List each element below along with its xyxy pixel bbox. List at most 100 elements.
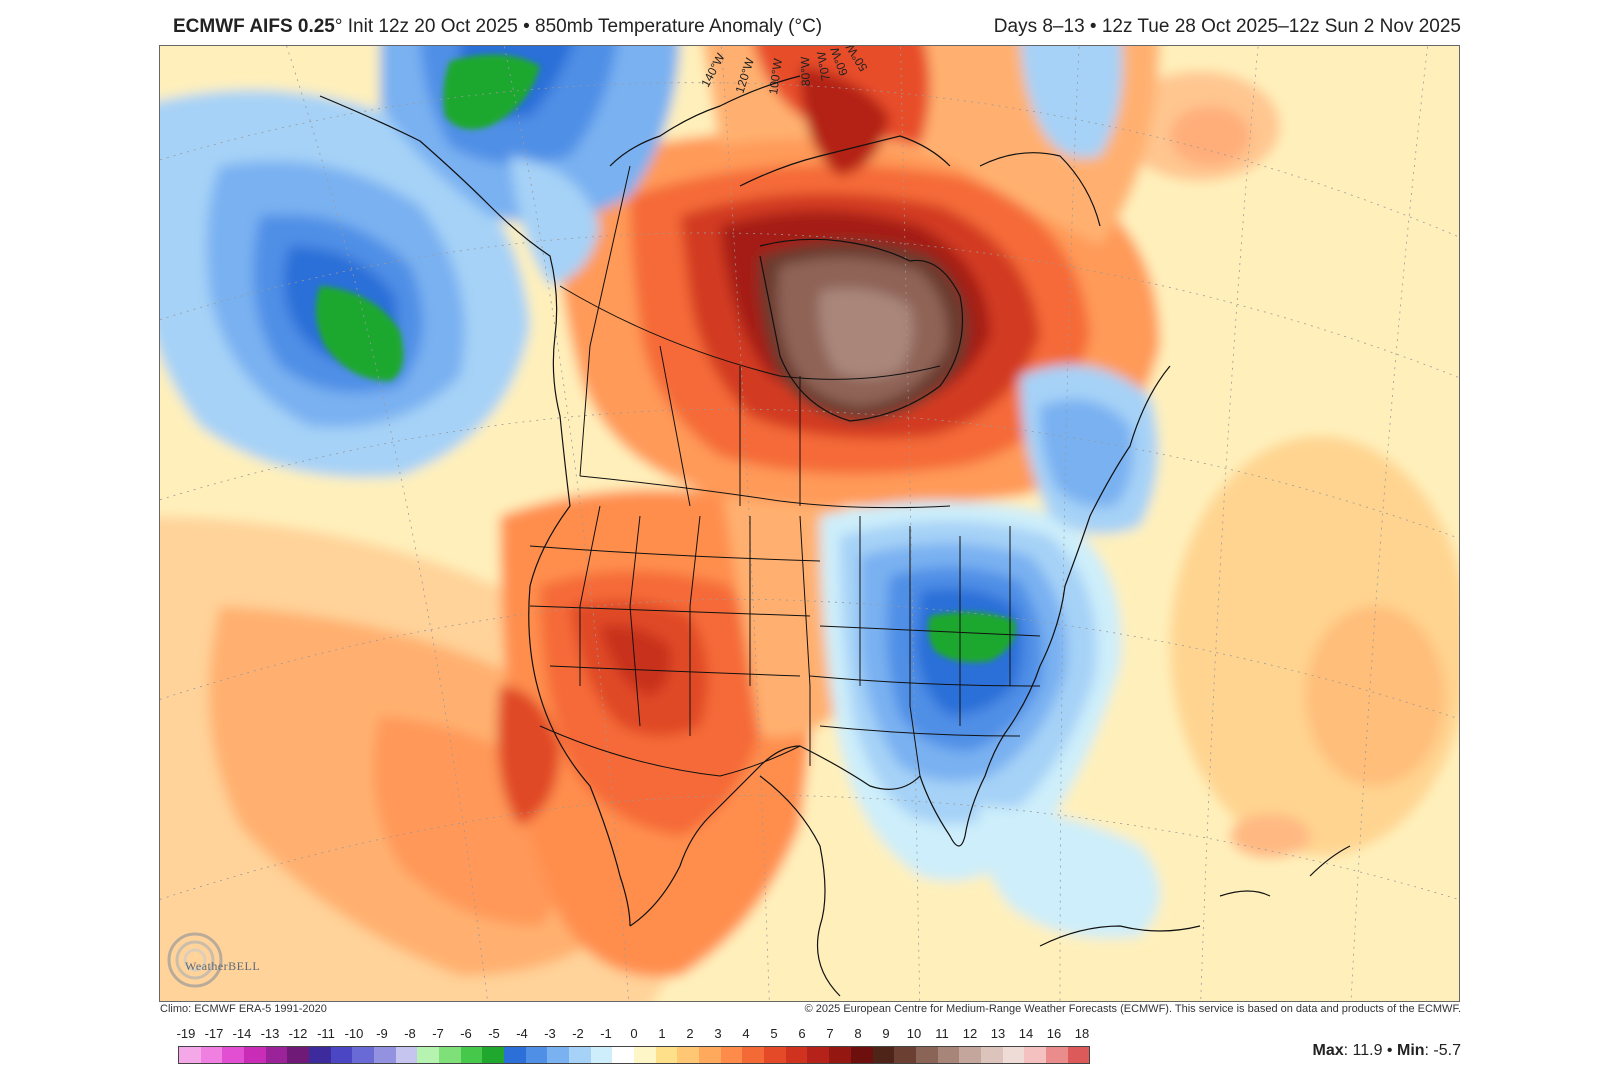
colorbar-tick-label: -6 xyxy=(460,1026,472,1041)
colorbar-swatch xyxy=(590,1047,613,1063)
colorbar-tick-label: -11 xyxy=(317,1026,335,1041)
colorbar-swatch xyxy=(395,1047,418,1063)
colorbar-tick-label: 3 xyxy=(714,1026,722,1041)
min-label: Min xyxy=(1396,1042,1425,1059)
degree-mark: ° xyxy=(334,16,343,37)
colorbar-tick-label: 1 xyxy=(658,1026,666,1041)
colorbar-tick-label: 0 xyxy=(630,1026,638,1041)
colorbar-tick-label: -2 xyxy=(572,1026,584,1041)
colorbar-tick-label: 4 xyxy=(742,1026,750,1041)
colorbar-swatch xyxy=(287,1047,310,1063)
colorbar-labels: -19 -17 -14 -13 -12 -11 -10 -9 -8 -7 -6 -5 -4 -3 -2 -1 0… xyxy=(176,1026,1090,1044)
colorbar-tick-label: 16 xyxy=(1046,1026,1062,1041)
colorbar-swatch xyxy=(980,1047,1003,1063)
lon-label-70w: 70°W xyxy=(814,50,833,82)
colorbar-tick-label: 10 xyxy=(906,1026,922,1041)
colorbar-tick-label: -1 xyxy=(600,1026,612,1041)
colorbar-tick-label: 8 xyxy=(854,1026,862,1041)
colorbar-tick-label: 7 xyxy=(826,1026,834,1041)
lon-label-100w: 100°W xyxy=(766,57,785,95)
colorbar-swatch xyxy=(352,1047,375,1063)
colorbar-tick-label: -7 xyxy=(432,1026,444,1041)
watermark: WeatherBELL xyxy=(185,959,261,973)
colorbar-tick-label: 13 xyxy=(990,1026,1006,1041)
colorbar-tick-label: 5 xyxy=(770,1026,778,1041)
colorbar-tick-label: 9 xyxy=(882,1026,890,1041)
colorbar-tick-label: -5 xyxy=(488,1026,500,1041)
copyright-note: © 2025 European Centre for Medium-Range … xyxy=(804,1003,1461,1015)
climo-note: Climo: ECMWF ERA-5 1991-2020 xyxy=(160,1003,327,1015)
weatherbell-logo xyxy=(167,932,223,988)
colorbar-swatch xyxy=(764,1047,786,1063)
colorbar-tick-label: -12 xyxy=(288,1026,308,1041)
colorbar xyxy=(178,1046,1090,1064)
anomaly-field xyxy=(160,46,1459,1001)
colorbar-swatch xyxy=(807,1047,830,1063)
colorbar-tick-label: -9 xyxy=(376,1026,388,1041)
colorbar-swatch xyxy=(1067,1047,1090,1063)
colorbar-tick-label: 11 xyxy=(935,1026,949,1041)
chart-title: ECMWF AIFS 0.25° Init 12z 20 Oct 2025 • … xyxy=(173,16,822,38)
colorbar-swatch xyxy=(482,1047,505,1063)
colorbar-tick-label: -8 xyxy=(404,1026,416,1041)
colorbar-swatch xyxy=(612,1047,635,1063)
valid-range: Days 8–13 • 12z Tue 28 Oct 2025–12z Sun … xyxy=(993,16,1461,37)
colorbar-swatch xyxy=(937,1047,960,1063)
colorbar-swatch xyxy=(742,1047,765,1063)
colorbar-swatch xyxy=(1024,1047,1046,1063)
colorbar-tick-label: -13 xyxy=(260,1026,280,1041)
colorbar-swatch xyxy=(439,1047,461,1063)
colorbar-swatch xyxy=(850,1047,873,1063)
colorbar-swatch xyxy=(460,1047,483,1063)
colorbar-tick-label: -10 xyxy=(344,1026,364,1041)
colorbar-swatch xyxy=(525,1047,548,1063)
colorbar-swatch xyxy=(330,1047,353,1063)
colorbar-swatch xyxy=(1045,1047,1068,1063)
colorbar-tick-label: -17 xyxy=(204,1026,224,1041)
colorbar-swatch xyxy=(894,1047,916,1063)
max-label: Max xyxy=(1312,1042,1344,1059)
colorbar-swatch xyxy=(244,1047,266,1063)
colorbar-tick-label: 6 xyxy=(798,1026,806,1041)
colorbar-swatch xyxy=(374,1047,396,1063)
colorbar-swatch xyxy=(1002,1047,1025,1063)
colorbar-swatch xyxy=(720,1047,743,1063)
title-details: Init 12z 20 Oct 2025 • 850mb Temperature… xyxy=(342,16,823,37)
colorbar-tick-label: -4 xyxy=(516,1026,528,1041)
colorbar-swatch xyxy=(504,1047,526,1063)
political-borders xyxy=(529,165,1041,777)
colorbar-tick-label: 18 xyxy=(1074,1026,1090,1041)
colorbar-swatch xyxy=(309,1047,331,1063)
max-value: : 11.9 xyxy=(1343,1042,1383,1059)
coastlines xyxy=(319,75,1351,997)
colorbar-swatch xyxy=(785,1047,808,1063)
colorbar-tick-label: -19 xyxy=(176,1026,196,1041)
colorbar-tick-label: 2 xyxy=(686,1026,694,1041)
colorbar-swatch xyxy=(547,1047,570,1063)
colorbar-swatch xyxy=(179,1047,201,1063)
min-value: : -5.7 xyxy=(1424,1042,1461,1059)
colorbar-swatch xyxy=(677,1047,700,1063)
colorbar-swatch xyxy=(634,1047,656,1063)
colorbar-swatch xyxy=(959,1047,981,1063)
min-anomaly-areas xyxy=(316,54,1016,663)
colorbar-swatch xyxy=(872,1047,895,1063)
max-min-readout: Max: 11.9 • Min: -5.7 xyxy=(1313,1042,1461,1060)
anomaly-map: 140°W 120°W 100°W 80°W 70°W 60°W 50°W xyxy=(159,45,1460,1002)
model-name: ECMWF AIFS 0.25 xyxy=(173,16,335,37)
colorbar-swatch xyxy=(915,1047,938,1063)
colorbar-swatch xyxy=(829,1047,851,1063)
colorbar-swatch xyxy=(699,1047,721,1063)
colorbar-swatch xyxy=(569,1047,591,1063)
colorbar-swatch xyxy=(265,1047,288,1063)
colorbar-swatch xyxy=(417,1047,440,1063)
colorbar-tick-label: -3 xyxy=(544,1026,556,1041)
colorbar-swatch xyxy=(222,1047,245,1063)
colorbar-swatch xyxy=(200,1047,223,1063)
lon-label-80w: 80°W xyxy=(798,56,813,87)
colorbar-swatch xyxy=(655,1047,678,1063)
colorbar-tick-label: -14 xyxy=(232,1026,252,1041)
max-min-separator: • xyxy=(1382,1042,1397,1059)
colorbar-tick-label: 14 xyxy=(1018,1026,1034,1041)
graticule xyxy=(160,46,1459,1001)
